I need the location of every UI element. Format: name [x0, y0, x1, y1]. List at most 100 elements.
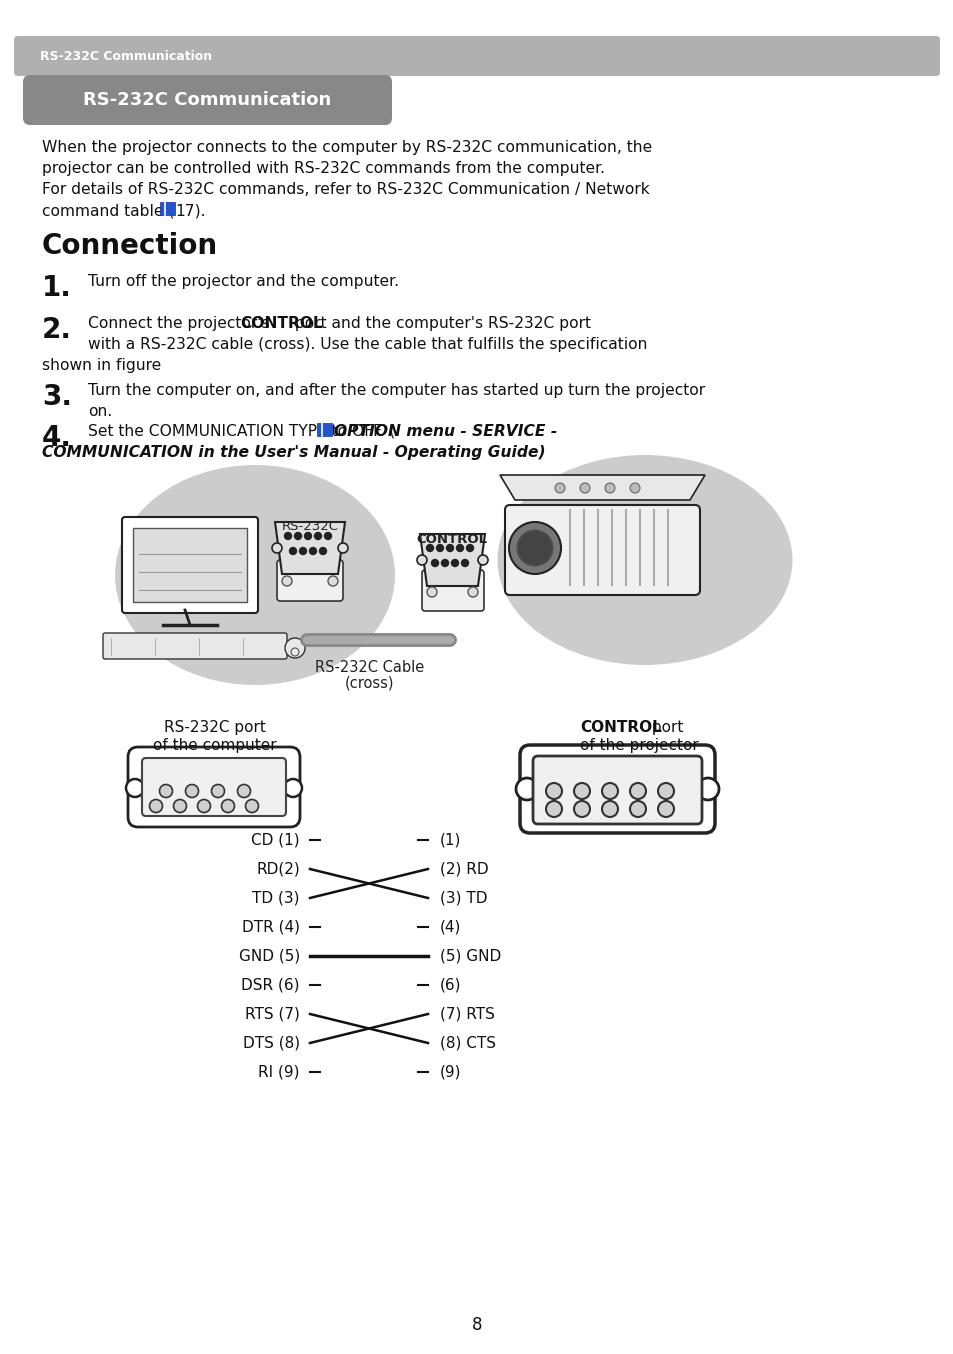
- Text: Connect the projector's: Connect the projector's: [88, 315, 274, 330]
- Circle shape: [427, 588, 436, 597]
- Text: For details of RS-232C commands, refer to RS-232C Communication / Network: For details of RS-232C commands, refer t…: [42, 181, 649, 196]
- Circle shape: [579, 483, 589, 493]
- Circle shape: [574, 802, 589, 816]
- Text: CD (1): CD (1): [251, 833, 299, 848]
- Polygon shape: [419, 533, 484, 586]
- Text: (7) RTS: (7) RTS: [439, 1006, 495, 1021]
- Text: 3.: 3.: [42, 383, 71, 412]
- Circle shape: [245, 799, 258, 812]
- Text: command table (: command table (: [42, 203, 174, 218]
- Circle shape: [461, 559, 468, 566]
- Polygon shape: [499, 475, 704, 500]
- Circle shape: [517, 529, 553, 566]
- FancyBboxPatch shape: [533, 756, 701, 825]
- FancyBboxPatch shape: [142, 758, 286, 816]
- Circle shape: [289, 547, 296, 555]
- FancyBboxPatch shape: [519, 745, 714, 833]
- Circle shape: [629, 783, 645, 799]
- Circle shape: [601, 783, 618, 799]
- Text: (9): (9): [439, 1064, 461, 1079]
- Circle shape: [477, 555, 488, 565]
- Circle shape: [212, 784, 224, 798]
- FancyBboxPatch shape: [103, 634, 287, 659]
- Text: 2.: 2.: [42, 315, 71, 344]
- Ellipse shape: [115, 464, 395, 685]
- Circle shape: [324, 532, 331, 539]
- Text: COMMUNICATION in the User's Manual - Operating Guide): COMMUNICATION in the User's Manual - Ope…: [42, 445, 545, 460]
- Text: (3) TD: (3) TD: [439, 891, 487, 906]
- Text: TD (3): TD (3): [253, 891, 299, 906]
- Text: projector can be controlled with RS-232C commands from the computer.: projector can be controlled with RS-232C…: [42, 161, 604, 176]
- Text: Turn off the projector and the computer.: Turn off the projector and the computer.: [88, 274, 398, 288]
- Text: When the projector connects to the computer by RS-232C communication, the: When the projector connects to the compu…: [42, 139, 652, 154]
- Text: OPTION menu - SERVICE -: OPTION menu - SERVICE -: [334, 424, 557, 439]
- Circle shape: [441, 559, 448, 566]
- Circle shape: [601, 802, 618, 816]
- Circle shape: [431, 559, 438, 566]
- FancyBboxPatch shape: [276, 561, 343, 601]
- Circle shape: [309, 547, 316, 555]
- Circle shape: [516, 779, 537, 800]
- Circle shape: [272, 543, 282, 552]
- Circle shape: [299, 547, 306, 555]
- Text: (1): (1): [439, 833, 461, 848]
- Text: Turn the computer on, and after the computer has started up turn the projector: Turn the computer on, and after the comp…: [88, 383, 704, 398]
- Text: shown in figure: shown in figure: [42, 357, 161, 372]
- Text: (cross): (cross): [345, 676, 395, 691]
- Text: RI (9): RI (9): [258, 1064, 299, 1079]
- Circle shape: [221, 799, 234, 812]
- Text: Connection: Connection: [42, 232, 218, 260]
- Circle shape: [545, 783, 561, 799]
- Circle shape: [159, 784, 172, 798]
- Ellipse shape: [497, 455, 792, 665]
- Circle shape: [285, 638, 305, 658]
- Text: RS-232C port: RS-232C port: [164, 720, 266, 735]
- Circle shape: [451, 559, 458, 566]
- Circle shape: [319, 547, 326, 555]
- Text: CONTROL: CONTROL: [240, 315, 323, 330]
- Text: Set the COMMUNICATION TYPE to OFF. (: Set the COMMUNICATION TYPE to OFF. (: [88, 424, 395, 439]
- FancyBboxPatch shape: [504, 505, 700, 594]
- FancyBboxPatch shape: [14, 37, 939, 76]
- Circle shape: [555, 483, 564, 493]
- Circle shape: [658, 802, 673, 816]
- Circle shape: [468, 588, 477, 597]
- Circle shape: [436, 544, 443, 551]
- Circle shape: [697, 779, 719, 800]
- Circle shape: [314, 532, 321, 539]
- Text: 8: 8: [471, 1316, 482, 1334]
- Circle shape: [456, 544, 463, 551]
- Text: 4.: 4.: [42, 424, 71, 452]
- Text: RS-232C Communication: RS-232C Communication: [83, 91, 331, 110]
- FancyBboxPatch shape: [132, 528, 247, 603]
- Text: port: port: [646, 720, 682, 735]
- Text: RS-232C Cable: RS-232C Cable: [315, 659, 424, 676]
- Circle shape: [294, 532, 301, 539]
- Circle shape: [282, 575, 292, 586]
- Circle shape: [337, 543, 348, 552]
- Circle shape: [284, 532, 292, 539]
- Text: CONTROL: CONTROL: [416, 533, 487, 546]
- Circle shape: [416, 555, 427, 565]
- Circle shape: [545, 802, 561, 816]
- Text: (4): (4): [439, 919, 461, 934]
- Circle shape: [185, 784, 198, 798]
- Text: RS-232C: RS-232C: [281, 520, 338, 533]
- Circle shape: [173, 799, 186, 812]
- FancyBboxPatch shape: [122, 517, 257, 613]
- Circle shape: [466, 544, 473, 551]
- Circle shape: [446, 544, 453, 551]
- Circle shape: [629, 483, 639, 493]
- Text: RD(2): RD(2): [256, 861, 299, 876]
- FancyBboxPatch shape: [160, 202, 174, 215]
- Text: of the projector: of the projector: [579, 738, 698, 753]
- Circle shape: [304, 532, 312, 539]
- Text: port and the computer's RS-232C port: port and the computer's RS-232C port: [290, 315, 591, 330]
- Circle shape: [237, 784, 251, 798]
- Text: RTS (7): RTS (7): [245, 1006, 299, 1021]
- Circle shape: [126, 779, 144, 798]
- Circle shape: [150, 799, 162, 812]
- Text: CONTROL: CONTROL: [579, 720, 661, 735]
- Text: (6): (6): [439, 978, 461, 992]
- FancyBboxPatch shape: [23, 74, 392, 125]
